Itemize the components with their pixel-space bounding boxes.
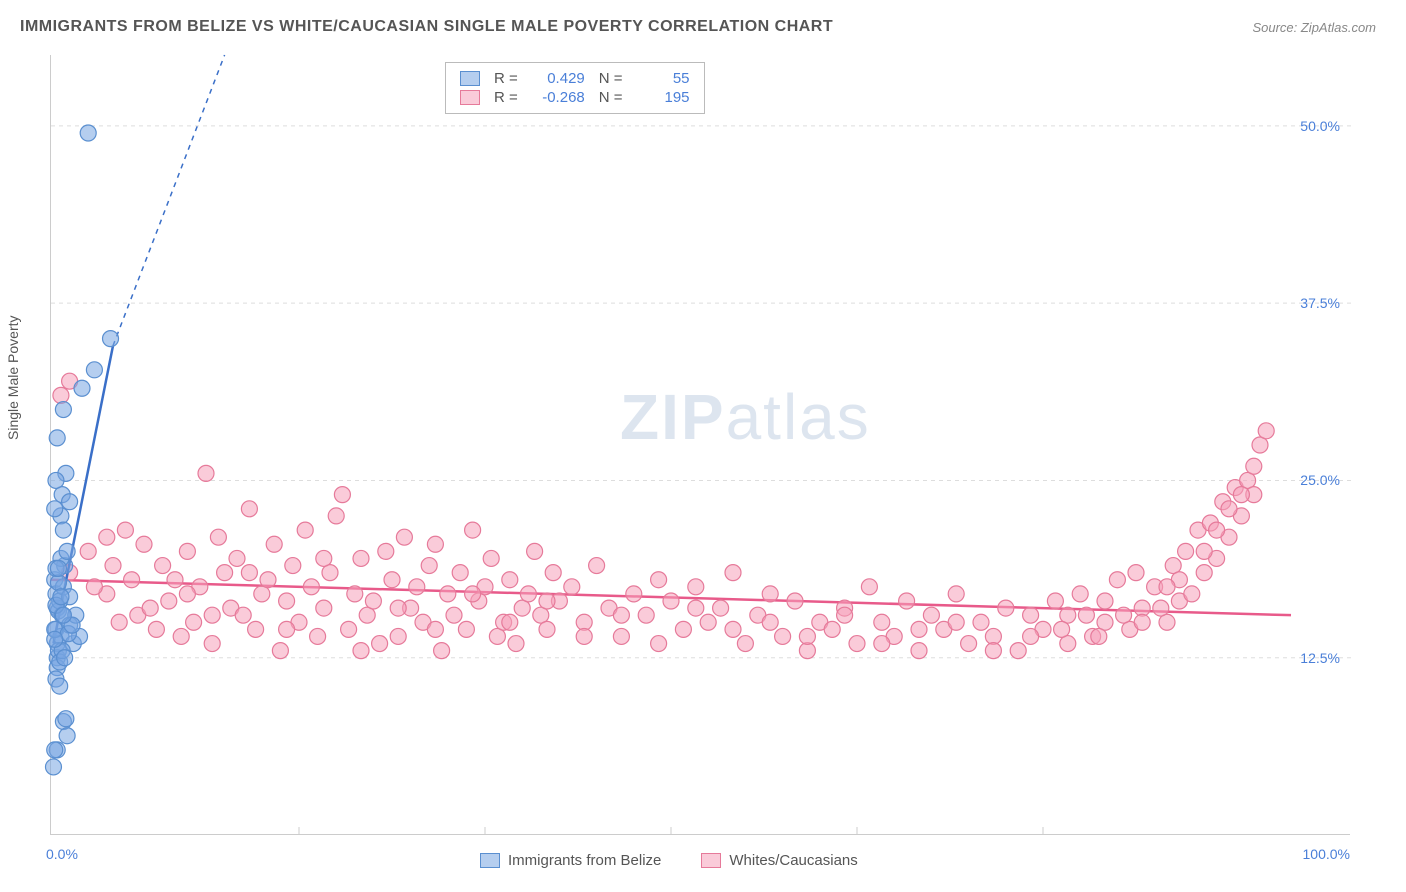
bottom-legend-item-0: Immigrants from Belize <box>480 852 661 869</box>
bottom-legend-label-0: Immigrants from Belize <box>508 852 661 869</box>
plot-svg <box>51 55 1351 835</box>
ytick-label: 12.5% <box>1300 650 1340 666</box>
r-val-0: 0.429 <box>530 70 585 87</box>
bottom-swatch-0 <box>480 853 500 868</box>
plot-area: 0.0% 100.0% 12.5%25.0%37.5%50.0% <box>50 55 1350 835</box>
legend-swatch-0 <box>460 71 480 86</box>
xtick-left: 0.0% <box>46 846 78 862</box>
n-label-0: N = <box>599 70 623 87</box>
legend-swatch-1 <box>460 90 480 105</box>
y-axis-label: Single Male Poverty <box>5 315 21 440</box>
n-label-1: N = <box>599 89 623 106</box>
r-val-1: -0.268 <box>530 89 585 106</box>
top-legend-row-0: R = 0.429 N = 55 <box>460 69 690 88</box>
n-val-1: 195 <box>635 89 690 106</box>
top-legend-row-1: R = -0.268 N = 195 <box>460 88 690 107</box>
bottom-legend-item-1: Whites/Caucasians <box>701 852 857 869</box>
top-legend: R = 0.429 N = 55 R = -0.268 N = 195 <box>445 62 705 114</box>
bottom-legend: Immigrants from Belize Whites/Caucasians <box>480 852 858 869</box>
n-val-0: 55 <box>635 70 690 87</box>
ytick-label: 50.0% <box>1300 118 1340 134</box>
bottom-swatch-1 <box>701 853 721 868</box>
ytick-label: 37.5% <box>1300 295 1340 311</box>
r-label-1: R = <box>494 89 518 106</box>
r-label-0: R = <box>494 70 518 87</box>
chart-container: IMMIGRANTS FROM BELIZE VS WHITE/CAUCASIA… <box>0 0 1406 892</box>
xtick-right: 100.0% <box>1303 846 1350 862</box>
ytick-label: 25.0% <box>1300 472 1340 488</box>
bottom-legend-label-1: Whites/Caucasians <box>729 852 857 869</box>
chart-title: IMMIGRANTS FROM BELIZE VS WHITE/CAUCASIA… <box>20 18 833 36</box>
source-label: Source: ZipAtlas.com <box>1252 20 1376 35</box>
